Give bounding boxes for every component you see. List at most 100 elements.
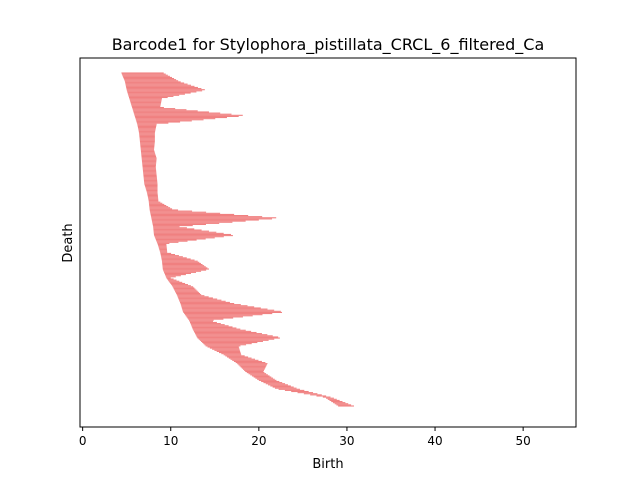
barcode-bar xyxy=(138,128,156,130)
barcode-bar xyxy=(160,255,179,257)
x-tick-label: 30 xyxy=(339,434,354,448)
barcode-bar xyxy=(138,130,156,132)
barcode-bar xyxy=(278,388,300,390)
barcode-bar xyxy=(182,309,275,311)
barcode-bar xyxy=(147,194,158,197)
barcode-bar xyxy=(139,138,155,140)
barcode-bar xyxy=(167,278,174,280)
barcode-bar xyxy=(316,395,327,397)
barcode-bar xyxy=(151,218,273,220)
barcode-bar xyxy=(138,129,156,131)
barcode-bar xyxy=(127,92,191,94)
barcode-bar xyxy=(126,90,203,92)
barcode-bar xyxy=(179,300,226,302)
barcode-bar xyxy=(163,270,202,272)
barcode-bar xyxy=(148,200,159,202)
barcode-bar xyxy=(284,389,305,391)
barcode-bar xyxy=(158,247,167,249)
barcode-bar xyxy=(322,396,331,398)
barcode-bar xyxy=(191,325,229,327)
barcode-bar xyxy=(162,265,205,267)
barcode-bar xyxy=(149,210,193,212)
barcode-bar xyxy=(140,148,155,150)
barcode-bar xyxy=(195,333,262,335)
barcode-bar xyxy=(141,159,157,161)
barcode-bar xyxy=(177,295,205,297)
barcode-bar xyxy=(141,151,155,153)
y-axis-label: Death xyxy=(61,223,76,262)
barcode-bar xyxy=(149,207,171,209)
barcode-bar xyxy=(131,103,161,105)
barcode-bar xyxy=(153,229,202,231)
barcode-bar xyxy=(244,369,265,371)
barcode-bar xyxy=(162,267,208,269)
barcode-bar xyxy=(156,240,188,242)
barcode-bar xyxy=(178,298,218,300)
barcode-bar xyxy=(153,227,187,229)
barcode-bar xyxy=(129,99,162,101)
barcode-bar xyxy=(185,315,253,317)
barcode-bar xyxy=(139,134,155,136)
barcode-bar xyxy=(131,104,161,106)
barcode-bar xyxy=(145,188,158,190)
barcode-bar xyxy=(148,198,159,200)
barcode-bar xyxy=(149,204,167,207)
x-tick-label: 0 xyxy=(79,434,87,448)
barcode-bar xyxy=(149,206,169,208)
barcode-bar xyxy=(153,233,232,236)
barcode-bar xyxy=(129,98,162,100)
barcode-bar xyxy=(141,160,157,162)
barcode-bar xyxy=(327,398,337,400)
barcode-bar xyxy=(124,80,179,82)
barcode-bar xyxy=(164,272,191,275)
barcode-bar xyxy=(251,375,270,377)
barcode-bar xyxy=(188,318,224,320)
barcode-bar xyxy=(152,221,233,223)
barcode-bar xyxy=(142,168,156,170)
barcode-bar xyxy=(180,304,241,306)
barcode-bar xyxy=(268,384,288,386)
barcode-bar xyxy=(158,245,167,247)
barcode-bar xyxy=(159,248,167,250)
barcode-bar xyxy=(135,116,227,119)
barcode-bar xyxy=(239,365,267,367)
barcode-bar xyxy=(143,177,157,179)
barcode-bar xyxy=(135,119,204,121)
barcode-bar xyxy=(142,162,157,164)
barcode-bar xyxy=(162,264,203,266)
barcode-bar xyxy=(127,91,197,93)
barcode-bar xyxy=(150,212,221,214)
barcode-bar xyxy=(141,153,156,155)
barcode-bar xyxy=(121,73,166,75)
barcode-bar xyxy=(199,339,269,341)
barcode-bar xyxy=(136,121,181,123)
barcode-bar xyxy=(157,243,167,246)
x-tick-label: 50 xyxy=(515,434,530,448)
barcode-bar xyxy=(182,310,281,312)
barcode-bar xyxy=(128,95,174,97)
barcode-bar xyxy=(180,302,235,305)
barcode-bar xyxy=(124,79,177,81)
barcode-bar xyxy=(128,94,180,96)
barcode-bar xyxy=(143,178,157,180)
barcode-bar xyxy=(214,349,240,351)
barcode-bar xyxy=(174,289,197,291)
barcode-bar xyxy=(156,241,179,243)
barcode-bar xyxy=(189,320,213,322)
barcode-bar xyxy=(159,250,168,252)
barcode-bar xyxy=(221,353,241,355)
barcode-bar xyxy=(160,253,176,256)
barcode-bar xyxy=(233,360,262,363)
barcode-bar xyxy=(164,271,197,273)
barcode-bar xyxy=(169,281,183,283)
barcode-bar xyxy=(274,387,297,389)
barcode-bar xyxy=(153,231,217,233)
barcode-bar xyxy=(152,225,193,227)
barcode-bar xyxy=(125,82,185,84)
barcode-bar xyxy=(140,147,155,149)
chart-title: Barcode1 for Stylophora_pistillata_CRCL_… xyxy=(112,35,545,55)
barcode-bar xyxy=(148,201,161,203)
x-tick-label: 20 xyxy=(251,434,266,448)
